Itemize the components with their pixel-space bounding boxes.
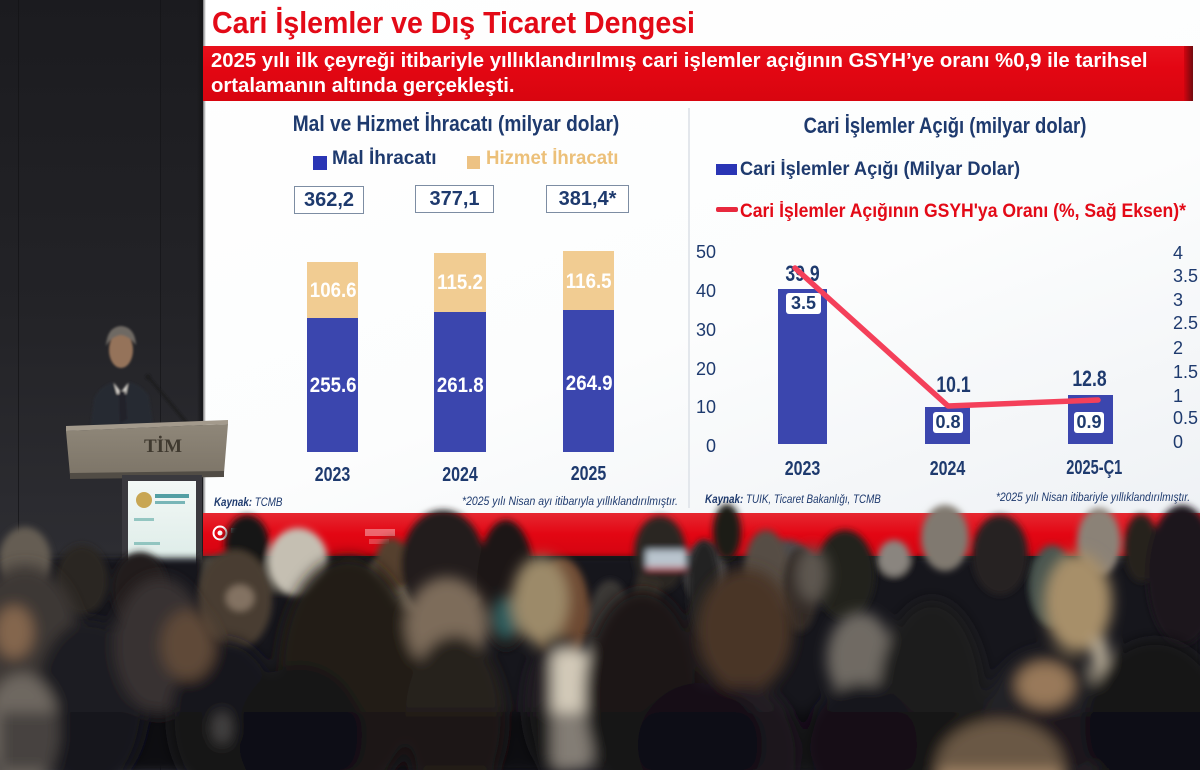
svg-text:TİM: TİM: [144, 436, 182, 457]
